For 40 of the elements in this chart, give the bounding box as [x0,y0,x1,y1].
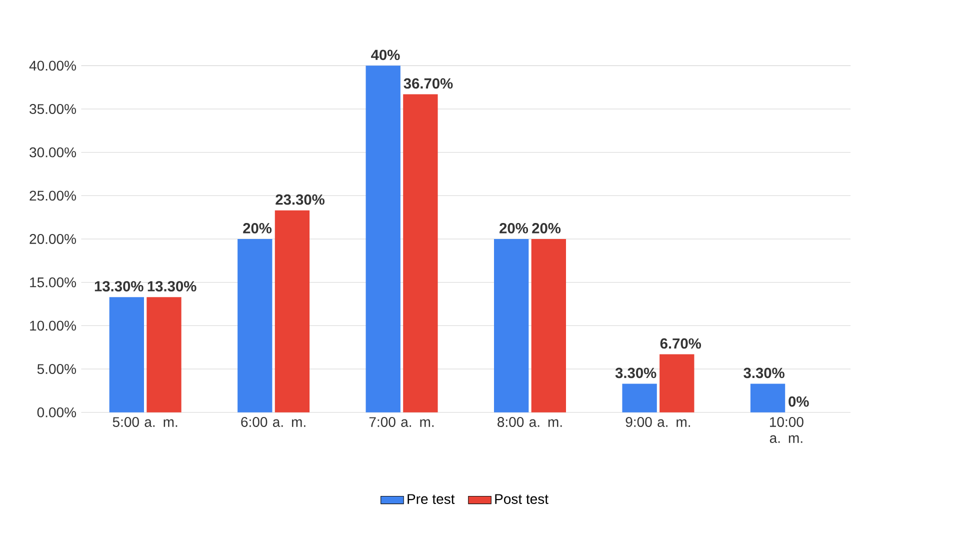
y-tick-label: 0.00% [37,407,76,418]
y-tick-label: 25.00% [30,190,76,201]
x-tick-label: 8:00 a. m. [498,417,562,427]
data-label: 40% [371,50,400,60]
y-tick-label: 30.00% [30,147,76,158]
bar [274,210,310,412]
y-tick-label: 5.00% [37,364,76,374]
bar [750,384,786,412]
data-label: 36.70% [404,78,453,89]
data-label: 3.30% [744,368,784,378]
bar [494,239,529,412]
bar [146,297,182,412]
legend-label: Post test [495,494,548,504]
bar [531,239,566,412]
bar [366,66,400,412]
data-label: 0% [788,396,809,407]
bar [238,239,272,412]
data-label: 3.30% [615,368,656,378]
x-tick-label: 6:00 a. m. [241,417,306,427]
data-label: 13.30% [94,281,144,292]
x-tick-label: 10:00 a. m. [770,417,804,443]
data-label: 20% [243,223,272,234]
bar [109,297,144,412]
legend-label: Pre test [408,494,455,504]
bar [622,384,657,412]
data-label: 13.30% [148,281,196,292]
y-tick-label: 10.00% [30,320,76,331]
y-tick-label: 15.00% [30,277,76,288]
data-label: 23.30% [276,194,325,205]
x-tick-label: 7:00 a. m. [369,417,434,427]
y-tick-label: 35.00% [30,104,76,114]
bar [403,94,438,412]
bar [660,354,694,412]
x-tick-label: 9:00 a. m. [626,417,690,427]
x-tick-label: 5:00 a. m. [112,417,178,427]
data-label: 20% [500,223,528,234]
y-tick-label: 20.00% [30,234,76,244]
data-label: 6.70% [660,338,702,349]
data-label: 20% [532,223,561,234]
y-tick-label: 40.00% [29,60,76,71]
